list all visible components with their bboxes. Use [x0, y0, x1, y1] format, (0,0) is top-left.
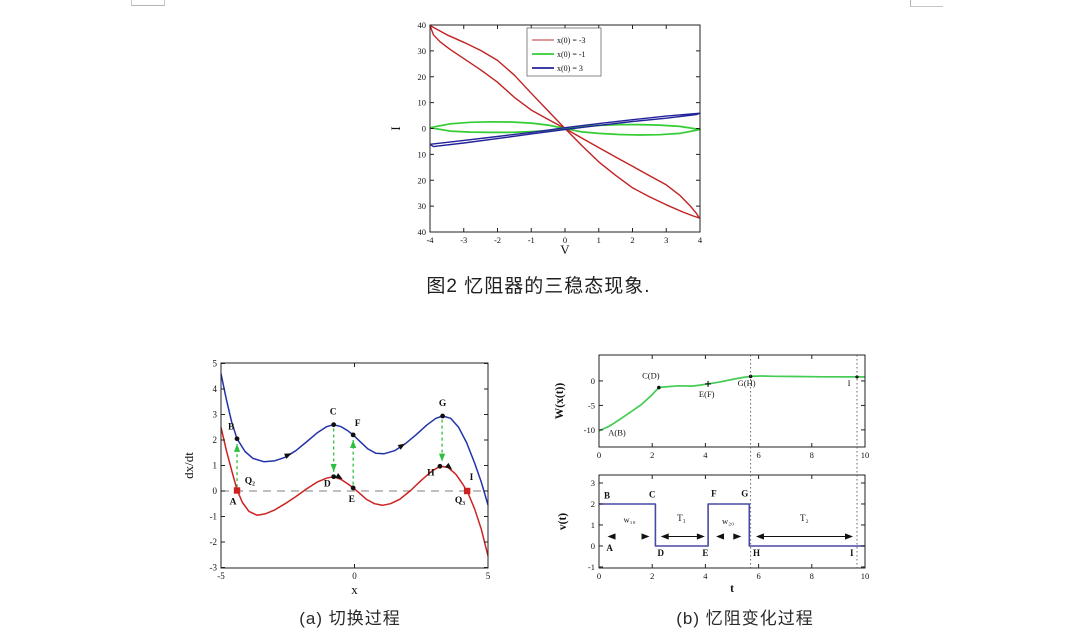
- svg-text:-1: -1: [588, 562, 595, 572]
- iv-hysteresis-chart: -4 -3 -2 -1 0 1 2 3 4 40 30 20 10 0 10 20 30 40 V Ix(0) = -…: [388, 20, 703, 257]
- svg-text:A: A: [606, 543, 613, 553]
- svg-text:x(0) = 3: x(0) = 3: [557, 64, 583, 73]
- figure2-caption: 图2 忆阻器的三稳态现象.: [426, 276, 651, 297]
- svg-text:T₂: T₂: [800, 513, 809, 523]
- svg-text:dx/dt: dx/dt: [185, 452, 196, 479]
- svg-text:w₁₀: w₁₀: [624, 514, 636, 524]
- svg-text:-10: -10: [584, 425, 595, 435]
- svg-text:w₂₀: w₂₀: [722, 516, 734, 526]
- svg-text:E: E: [702, 548, 708, 558]
- svg-text:x(0) = -1: x(0) = -1: [557, 50, 586, 59]
- svg-text:8: 8: [810, 571, 814, 581]
- svg-text:1: 1: [597, 235, 601, 245]
- memristance-change-chart: 0 2 4 6 8 100-5-10W(x(t))A(B)C(D)E(F)G(H) I0 2 4…: [554, 354, 870, 595]
- svg-text:30: 30: [418, 201, 427, 211]
- svg-text:5: 5: [486, 571, 491, 581]
- svg-text:2: 2: [650, 571, 654, 581]
- svg-text:8: 8: [810, 450, 814, 460]
- svg-text:I: I: [850, 548, 854, 558]
- svg-text:6: 6: [756, 571, 760, 581]
- svg-text:I: I: [388, 126, 403, 130]
- svg-text:x: x: [351, 582, 358, 597]
- svg-text:20: 20: [418, 175, 427, 185]
- svg-text:0: 0: [352, 571, 357, 581]
- svg-text:6: 6: [756, 450, 760, 460]
- svg-text:-3: -3: [210, 562, 218, 572]
- svg-text:40: 40: [418, 20, 427, 30]
- svg-text:-2: -2: [210, 537, 218, 547]
- svg-text:3: 3: [591, 478, 595, 488]
- svg-text:I: I: [470, 473, 474, 483]
- svg-text:A(B): A(B): [608, 428, 626, 438]
- svg-text:F: F: [711, 489, 717, 499]
- svg-text:-1: -1: [210, 511, 218, 521]
- svg-text:T₁: T₁: [677, 513, 686, 523]
- svg-text:D: D: [324, 479, 331, 489]
- svg-text:A: A: [230, 497, 237, 507]
- svg-text:30: 30: [418, 46, 427, 56]
- svg-text:4: 4: [703, 450, 708, 460]
- svg-text:1: 1: [213, 461, 218, 471]
- svg-text:10: 10: [861, 450, 870, 460]
- svg-text:2: 2: [650, 450, 654, 460]
- svg-text:-5: -5: [217, 571, 225, 581]
- svg-text:10: 10: [418, 98, 427, 108]
- svg-text:t: t: [730, 583, 734, 595]
- svg-text:H: H: [753, 548, 760, 558]
- svg-text:B: B: [604, 491, 610, 501]
- svg-text:40: 40: [418, 227, 427, 237]
- cropped-ui-fragment-right: [910, 0, 943, 7]
- svg-text:H: H: [427, 469, 435, 479]
- svg-text:G(H): G(H): [738, 378, 756, 388]
- svg-text:4: 4: [213, 384, 218, 394]
- svg-text:-3: -3: [460, 235, 467, 245]
- svg-text:2: 2: [213, 435, 218, 445]
- svg-text:F: F: [355, 419, 361, 429]
- svg-text:0: 0: [563, 235, 567, 245]
- svg-text:I: I: [848, 378, 851, 388]
- switching-process-chart: -5 0 5 5 4 3 2 1 0 -1 -2 -3 x dx/dt B C F G Q₂ A D E H I Q₃: [185, 359, 491, 597]
- subfigure-b-caption: (b) 忆阻变化过程: [676, 609, 814, 628]
- svg-text:-5: -5: [588, 400, 595, 410]
- svg-text:10: 10: [861, 571, 870, 581]
- svg-text:D: D: [657, 548, 664, 558]
- svg-text:1: 1: [591, 520, 595, 530]
- cropped-ui-fragment-left: [131, 0, 165, 6]
- svg-text:10: 10: [418, 149, 427, 159]
- svg-text:V: V: [560, 242, 570, 257]
- svg-text:-1: -1: [528, 235, 535, 245]
- svg-text:E(F): E(F): [699, 389, 715, 399]
- svg-text:0: 0: [597, 450, 601, 460]
- svg-text:Q₃: Q₃: [455, 496, 465, 506]
- svg-text:G: G: [439, 399, 447, 409]
- svg-text:0: 0: [597, 571, 601, 581]
- svg-text:3: 3: [213, 410, 218, 420]
- svg-text:2: 2: [630, 235, 634, 245]
- svg-text:v(t): v(t): [557, 513, 569, 530]
- svg-text:0: 0: [591, 376, 595, 386]
- svg-text:C(D): C(D): [642, 370, 660, 380]
- svg-text:0: 0: [422, 124, 426, 134]
- svg-text:-2: -2: [494, 235, 501, 245]
- svg-text:x(0) = -3: x(0) = -3: [557, 36, 586, 45]
- svg-text:0: 0: [213, 486, 218, 496]
- svg-text:E: E: [349, 495, 355, 505]
- subfigure-a-caption: (a) 切换过程: [299, 609, 401, 628]
- svg-text:C: C: [649, 489, 656, 499]
- svg-text:-4: -4: [426, 235, 434, 245]
- svg-text:W(x(t)): W(x(t)): [554, 383, 566, 420]
- svg-text:4: 4: [703, 571, 708, 581]
- svg-text:B: B: [228, 422, 235, 432]
- svg-text:0: 0: [591, 541, 595, 551]
- svg-text:5: 5: [213, 359, 218, 369]
- svg-text:4: 4: [698, 235, 703, 245]
- svg-text:G: G: [741, 489, 748, 499]
- svg-text:Q₂: Q₂: [245, 476, 255, 486]
- svg-text:3: 3: [664, 235, 668, 245]
- svg-text:2: 2: [591, 499, 595, 509]
- svg-text:C: C: [330, 408, 337, 418]
- svg-text:20: 20: [418, 72, 427, 82]
